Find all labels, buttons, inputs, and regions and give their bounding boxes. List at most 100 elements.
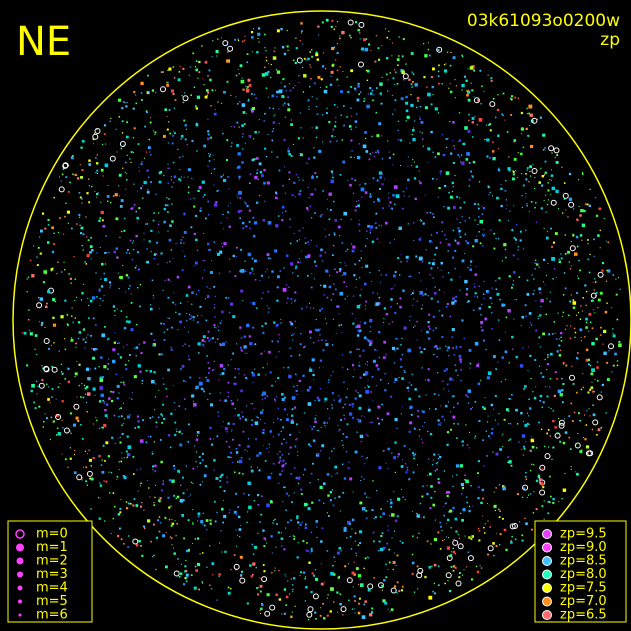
star [255, 97, 257, 100]
star [339, 429, 341, 431]
star [367, 384, 369, 386]
star [482, 497, 484, 500]
star [454, 79, 456, 81]
star [452, 297, 455, 301]
star [437, 458, 439, 460]
star [421, 132, 423, 134]
star [138, 166, 140, 168]
star [123, 346, 124, 348]
star [322, 190, 324, 192]
star [477, 99, 480, 102]
star [466, 241, 469, 245]
star [206, 94, 208, 96]
legend-symbol [542, 529, 552, 539]
star [513, 271, 516, 274]
star [227, 45, 234, 52]
star [549, 179, 551, 181]
star [525, 315, 527, 318]
star [195, 385, 199, 389]
star [380, 225, 382, 227]
star [503, 243, 507, 247]
star [445, 63, 447, 65]
star [196, 294, 197, 296]
star [358, 394, 362, 398]
star [462, 143, 465, 145]
star [396, 591, 398, 594]
star [147, 435, 150, 438]
star [90, 508, 92, 510]
star [421, 495, 424, 498]
star [238, 175, 241, 179]
star [473, 97, 480, 104]
star [402, 496, 404, 498]
star [491, 302, 493, 304]
star [604, 310, 608, 314]
star [197, 435, 199, 437]
star [585, 304, 587, 307]
star [191, 291, 194, 294]
star [132, 107, 135, 110]
star [312, 439, 316, 443]
star [90, 477, 94, 481]
star [348, 412, 353, 416]
star [251, 267, 254, 270]
star [417, 464, 419, 466]
star [219, 322, 222, 324]
star [257, 587, 259, 589]
star [525, 196, 527, 198]
star [477, 203, 480, 206]
star [395, 194, 400, 199]
star [449, 83, 451, 85]
star [228, 225, 231, 228]
magnitude-legend: m=0m=1m=2m=3m=4m=5m=6 [15, 527, 68, 623]
star [310, 531, 313, 534]
star [139, 370, 142, 373]
star [155, 253, 158, 255]
star [538, 287, 542, 291]
star [330, 571, 334, 576]
star [158, 389, 160, 391]
legend-symbol [542, 542, 552, 553]
star [551, 245, 553, 248]
star [529, 322, 531, 324]
star [186, 312, 187, 314]
star [403, 326, 407, 330]
star [423, 43, 425, 45]
star [104, 163, 109, 168]
star [547, 446, 550, 448]
star [163, 174, 165, 177]
star [88, 185, 90, 187]
star [512, 171, 515, 173]
star [283, 96, 285, 98]
star [99, 482, 101, 484]
star [614, 352, 617, 356]
star [170, 225, 172, 227]
star [140, 545, 142, 547]
star [180, 137, 183, 140]
star [363, 478, 365, 480]
star [104, 520, 106, 522]
star [618, 340, 621, 343]
star [346, 577, 353, 584]
star [246, 521, 248, 524]
star [468, 536, 471, 539]
star [74, 376, 76, 378]
star [184, 92, 186, 94]
star [385, 57, 389, 60]
star [350, 218, 352, 220]
star [277, 275, 280, 279]
star [239, 326, 242, 329]
star [268, 451, 270, 453]
star [507, 456, 510, 458]
star [239, 217, 241, 219]
star [358, 602, 360, 605]
star [203, 524, 206, 527]
star [473, 295, 475, 297]
star [278, 89, 283, 94]
star [130, 328, 134, 332]
star [111, 436, 114, 439]
star [221, 473, 224, 477]
star [433, 453, 436, 456]
star [561, 401, 564, 404]
star [558, 422, 565, 429]
